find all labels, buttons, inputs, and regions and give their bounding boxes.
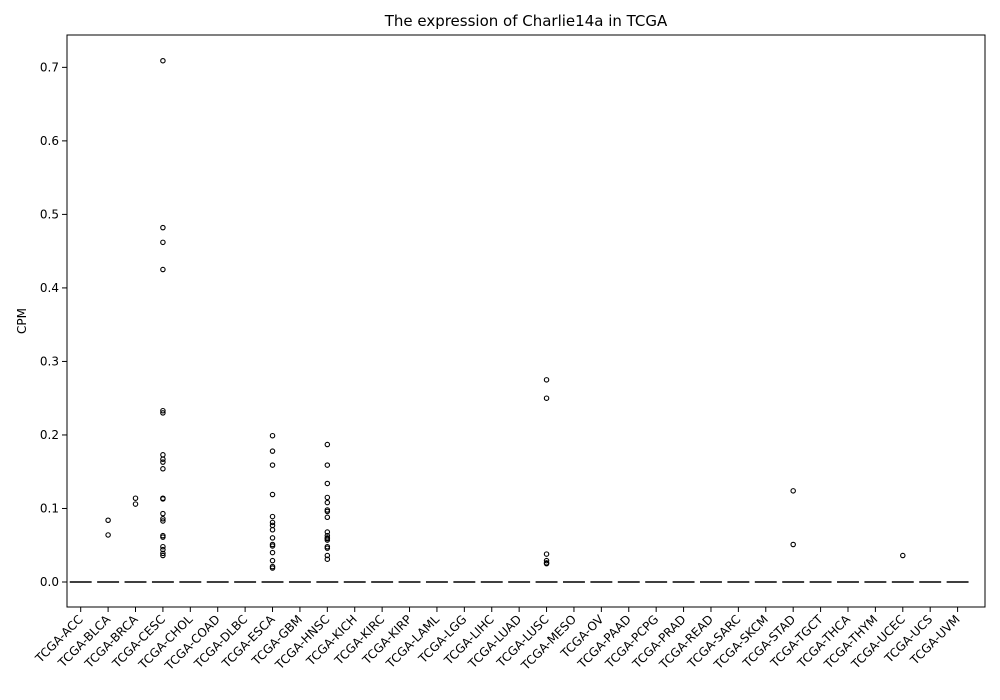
y-tick-label: 0.3 xyxy=(40,354,59,368)
outlier-point xyxy=(269,519,276,526)
y-tick-label: 0.1 xyxy=(40,501,59,515)
outlier-point xyxy=(105,517,111,523)
outlier-point xyxy=(324,514,331,521)
y-tick-label: 0.0 xyxy=(40,575,59,589)
outlier-point xyxy=(324,556,331,562)
chart-title: The expression of Charlie14a in TCGA xyxy=(384,12,668,30)
outlier-point xyxy=(269,462,276,468)
outlier-point xyxy=(324,480,331,487)
outlier-point xyxy=(160,456,166,462)
outlier-points xyxy=(105,57,906,571)
y-axis: 0.0 0.1 0.2 0.3 0.4 0.5 0.6 0.7 xyxy=(40,60,67,589)
y-axis-label: CPM xyxy=(15,308,29,334)
outlier-point xyxy=(324,545,331,551)
outlier-point xyxy=(132,501,139,507)
outlier-point xyxy=(160,407,166,414)
outlier-point xyxy=(900,552,906,559)
outlier-point xyxy=(269,565,276,571)
x-axis: TCGA-ACCTCGA-BLCATCGA-BRCATCGA-CESCTCGA-… xyxy=(32,607,963,673)
y-tick-label: 0.5 xyxy=(40,207,59,221)
outlier-point xyxy=(132,495,139,501)
y-tick-label: 0.7 xyxy=(40,60,59,74)
outlier-point xyxy=(269,527,276,533)
outlier-point xyxy=(160,543,166,550)
outlier-point xyxy=(160,518,166,524)
outlier-point xyxy=(160,550,166,557)
outlier-point xyxy=(269,513,276,520)
outlier-point xyxy=(543,557,550,564)
outlier-point xyxy=(160,57,166,64)
outlier-point xyxy=(324,494,331,501)
outlier-point xyxy=(160,266,166,273)
outlier-point xyxy=(543,395,550,401)
outlier-point xyxy=(160,452,166,458)
outlier-point xyxy=(269,522,276,529)
plot-frame xyxy=(66,34,986,608)
outlier-point xyxy=(160,466,166,472)
outlier-point xyxy=(324,462,331,468)
outlier-point xyxy=(790,488,796,494)
outlier-point xyxy=(269,549,276,556)
outlier-point xyxy=(324,499,331,506)
y-tick-label: 0.4 xyxy=(40,281,59,295)
outlier-point xyxy=(324,508,331,515)
outlier-point xyxy=(160,546,166,553)
outlier-point xyxy=(543,560,550,567)
outlier-point xyxy=(160,410,166,416)
outlier-point xyxy=(269,543,276,549)
outlier-point xyxy=(160,224,166,231)
outlier-point xyxy=(543,551,550,557)
outlier-point xyxy=(160,459,166,465)
outlier-point xyxy=(160,534,166,540)
outlier-point xyxy=(324,441,331,448)
outlier-point xyxy=(269,432,276,439)
outlier-point xyxy=(160,239,166,246)
outlier-point xyxy=(543,377,550,383)
outlier-point xyxy=(160,516,166,522)
outlier-point xyxy=(160,552,166,559)
y-tick-label: 0.2 xyxy=(40,428,59,442)
outlier-point xyxy=(324,552,331,559)
outlier-point xyxy=(269,448,276,454)
outlier-point xyxy=(269,557,276,564)
outlier-point xyxy=(324,537,331,543)
outlier-point xyxy=(160,496,166,502)
outlier-point xyxy=(269,491,276,498)
outlier-point xyxy=(160,510,166,517)
outlier-point xyxy=(790,541,796,548)
y-tick-label: 0.6 xyxy=(40,134,59,148)
outlier-point xyxy=(324,529,331,535)
outlier-point xyxy=(269,535,276,541)
outlier-point xyxy=(105,532,111,538)
